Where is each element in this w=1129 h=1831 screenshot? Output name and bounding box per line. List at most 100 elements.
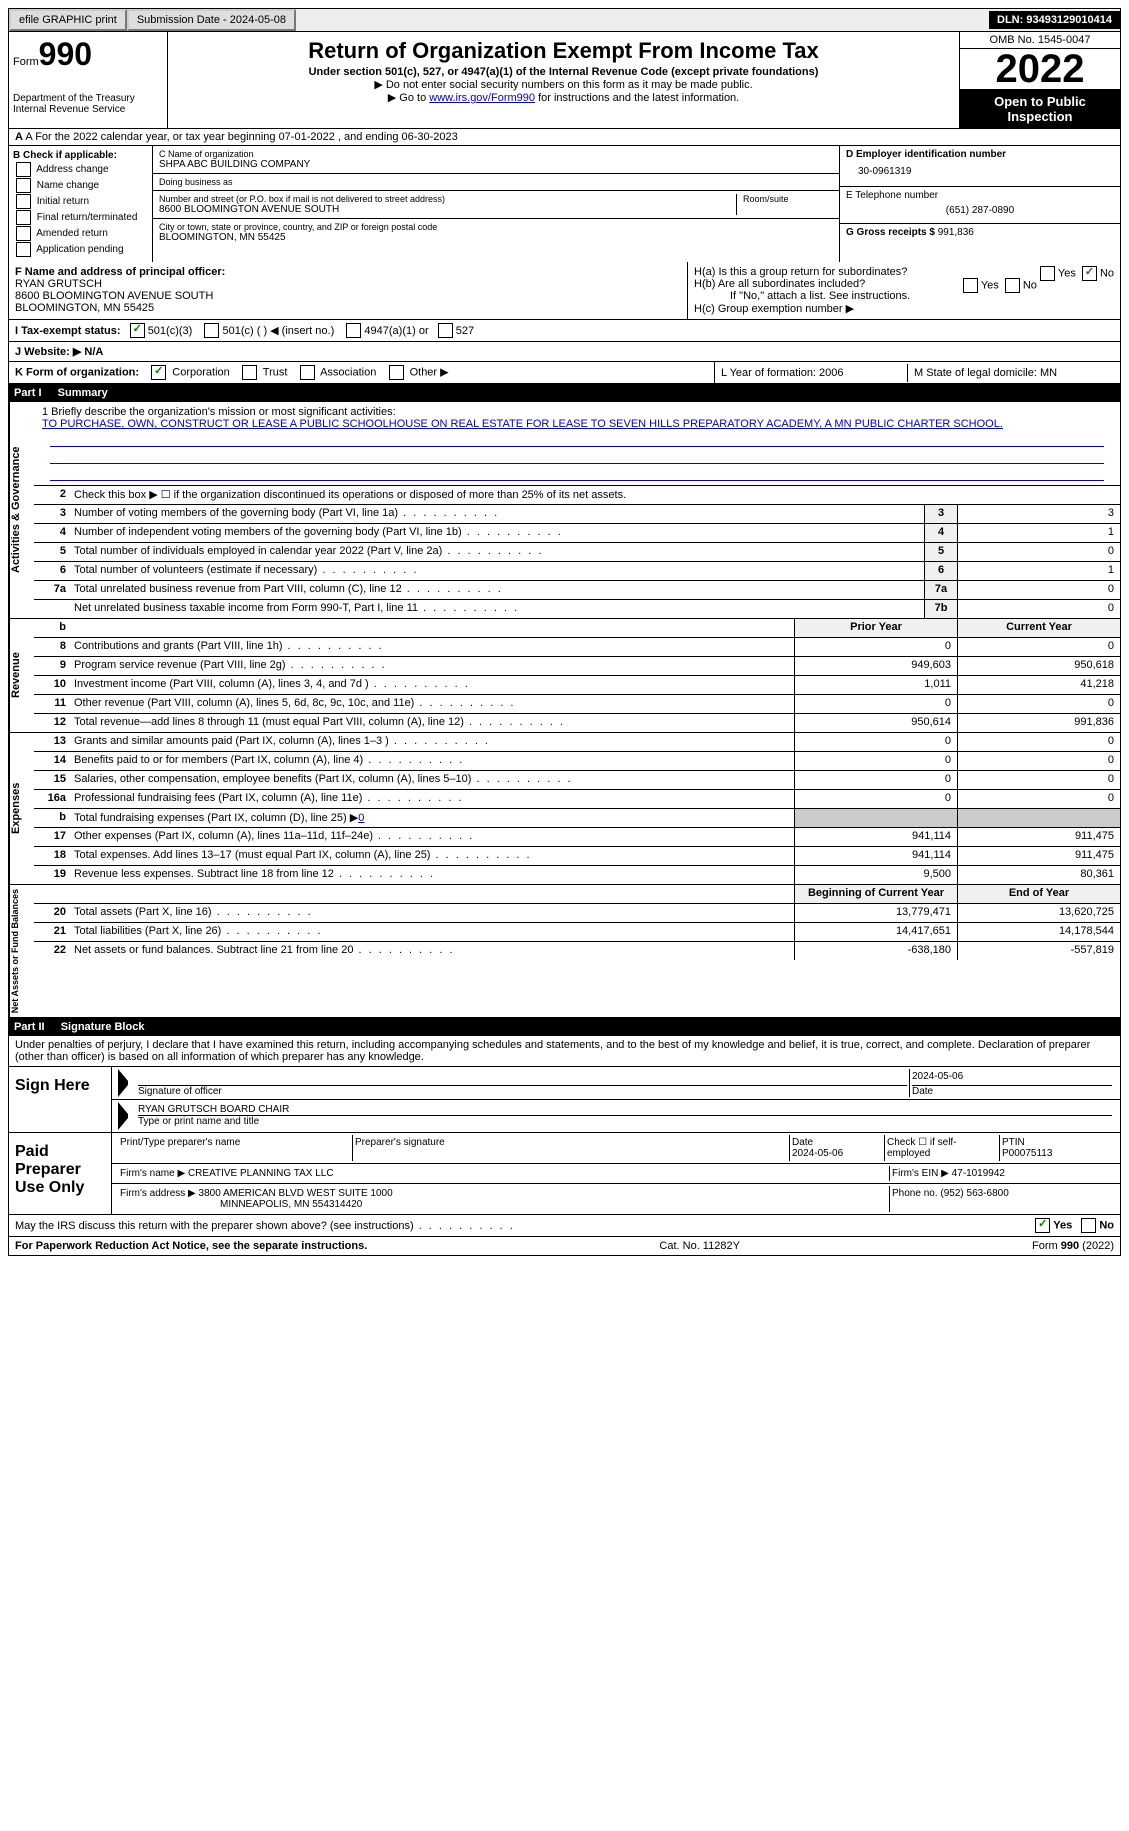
officer-label: F Name and address of principal officer: [15, 266, 681, 278]
expenses-section: Expenses 13 Grants and similar amounts p… [8, 733, 1121, 885]
net-line-21: 21 Total liabilities (Part X, line 26) 1… [34, 923, 1120, 942]
phone-value: (651) 287-0890 [846, 201, 1114, 220]
cb-trust[interactable] [242, 365, 257, 380]
cb-527[interactable] [438, 323, 453, 338]
prep-date: 2024-05-06 [792, 1148, 843, 1159]
exp-line-13: 13 Grants and similar amounts paid (Part… [34, 733, 1120, 752]
bocy-header: Beginning of Current Year [794, 885, 957, 903]
form-header: Form990 Department of the Treasury Inter… [8, 32, 1121, 129]
cb-501c3[interactable] [130, 323, 145, 338]
name-title-label: Type or print name and title [138, 1116, 1112, 1127]
cb-initial-return[interactable]: Initial return [13, 194, 148, 209]
ha-no[interactable] [1082, 266, 1097, 281]
net-assets-section: Net Assets or Fund Balances Beginning of… [8, 885, 1121, 1018]
penalty-text: Under penalties of perjury, I declare th… [8, 1036, 1121, 1067]
firm-addr-label: Firm's address ▶ [120, 1188, 196, 1199]
form-page: Form 990 (2022) [1032, 1240, 1114, 1252]
cb-final-return[interactable]: Final return/terminated [13, 210, 148, 225]
ptin-value: P00075113 [1002, 1148, 1052, 1159]
gov-line-5: 5 Total number of individuals employed i… [34, 543, 1120, 562]
tax-year: 2022 [960, 49, 1120, 90]
org-name: SHPA ABC BUILDING COMPANY [159, 159, 833, 170]
cb-assoc[interactable] [300, 365, 315, 380]
discuss-no[interactable] [1081, 1218, 1096, 1233]
city-label: City or town, state or province, country… [159, 222, 833, 232]
paperwork-notice: For Paperwork Reduction Act Notice, see … [15, 1240, 367, 1252]
firm-phone: (952) 563-6800 [940, 1188, 1008, 1199]
ptin-label: PTIN [1002, 1137, 1025, 1148]
firm-addr1: 3800 AMERICAN BLVD WEST SUITE 1000 [199, 1188, 393, 1199]
sig-arrow-icon [118, 1069, 132, 1097]
exp-line-14: 14 Benefits paid to or for members (Part… [34, 752, 1120, 771]
cb-other[interactable] [389, 365, 404, 380]
cb-4947[interactable] [346, 323, 361, 338]
rev-line-11: 11 Other revenue (Part VIII, column (A),… [34, 695, 1120, 714]
sig-officer-label: Signature of officer [138, 1086, 907, 1097]
eoy-header: End of Year [957, 885, 1120, 903]
sig-arrow-icon-2 [118, 1102, 132, 1130]
discuss-yes[interactable] [1035, 1218, 1050, 1233]
row-k: K Form of organization: Corporation Trus… [8, 362, 1121, 384]
firm-addr2: MINNEAPOLIS, MN 554314420 [120, 1199, 362, 1210]
exp-line-b: b Total fundraising expenses (Part IX, c… [34, 809, 1120, 828]
cb-corp[interactable] [151, 365, 166, 380]
officer-name: RYAN GRUTSCH [15, 278, 681, 290]
ha-yes[interactable] [1040, 266, 1055, 281]
cb-name-change[interactable]: Name change [13, 178, 148, 193]
cb-amended[interactable]: Amended return [13, 226, 148, 241]
submission-date-button[interactable]: Submission Date - 2024-05-08 [127, 9, 296, 31]
mission-label: 1 Briefly describe the organization's mi… [42, 406, 1112, 418]
ein-value: 30-0961319 [846, 160, 1114, 183]
officer-addr1: 8600 BLOOMINGTON AVENUE SOUTH [15, 290, 681, 302]
ha-row: H(a) Is this a group return for subordin… [694, 266, 1114, 278]
gov-line-4: 4 Number of independent voting members o… [34, 524, 1120, 543]
vlabel-expenses: Expenses [9, 733, 34, 884]
footer-row: For Paperwork Reduction Act Notice, see … [8, 1237, 1121, 1256]
sign-here-label: Sign Here [9, 1067, 112, 1132]
irs-link[interactable]: www.irs.gov/Form990 [429, 92, 535, 104]
hb-note: If "No," attach a list. See instructions… [694, 290, 1114, 302]
mission-text: TO PURCHASE, OWN, CONSTRUCT OR LEASE A P… [42, 418, 1112, 430]
prior-year-header: Prior Year [794, 619, 957, 637]
rev-line-10: 10 Investment income (Part VIII, column … [34, 676, 1120, 695]
city-value: BLOOMINGTON, MN 55425 [159, 232, 833, 243]
state-domicile: M State of legal domicile: MN [908, 364, 1120, 382]
dln-label: DLN: 93493129010414 [989, 11, 1120, 29]
addr-value: 8600 BLOOMINGTON AVENUE SOUTH [159, 204, 736, 215]
cat-no: Cat. No. 11282Y [659, 1240, 740, 1252]
form-number: Form990 [13, 36, 163, 73]
firm-ein: 47-1019942 [952, 1168, 1005, 1179]
cb-501c[interactable] [204, 323, 219, 338]
year-formation: L Year of formation: 2006 [715, 364, 908, 382]
firm-name-label: Firm's name ▶ [120, 1168, 185, 1179]
cb-app-pending[interactable]: Application pending [13, 242, 148, 257]
prep-sig-label: Preparer's signature [353, 1135, 790, 1161]
check-self[interactable]: Check ☐ if self-employed [885, 1135, 1000, 1161]
line2-desc: Check this box ▶ ☐ if the organization d… [70, 486, 1120, 504]
exp-line-17: 17 Other expenses (Part IX, column (A), … [34, 828, 1120, 847]
cb-address-change[interactable]: Address change [13, 162, 148, 177]
prep-name-label: Print/Type preparer's name [118, 1135, 353, 1161]
current-year-header: Current Year [957, 619, 1120, 637]
hb-yes[interactable] [963, 278, 978, 293]
vlabel-netassets: Net Assets or Fund Balances [9, 885, 34, 1017]
hb-no[interactable] [1005, 278, 1020, 293]
ein-label: D Employer identification number [846, 149, 1006, 160]
exp-line-19: 19 Revenue less expenses. Subtract line … [34, 866, 1120, 884]
sign-here-section: Sign Here Signature of officer 2024-05-0… [8, 1067, 1121, 1133]
efile-print-button[interactable]: efile GRAPHIC print [9, 9, 127, 31]
dept-label: Department of the Treasury Internal Reve… [13, 93, 163, 115]
revenue-section: Revenue b Prior Year Current Year 8 Cont… [8, 619, 1121, 733]
part-1-header: Part I Summary [8, 384, 1121, 402]
firm-phone-label: Phone no. [892, 1188, 938, 1199]
firm-ein-label: Firm's EIN ▶ [892, 1168, 949, 1179]
gov-line-7a: 7a Total unrelated business revenue from… [34, 581, 1120, 600]
hc-row: H(c) Group exemption number ▶ [694, 302, 1114, 315]
form-title: Return of Organization Exempt From Incom… [172, 38, 955, 64]
gov-line-6: 6 Total number of volunteers (estimate i… [34, 562, 1120, 581]
exp-line-18: 18 Total expenses. Add lines 13–17 (must… [34, 847, 1120, 866]
part-2-header: Part II Signature Block [8, 1018, 1121, 1036]
col-b-checkboxes: B Check if applicable: Address change Na… [9, 146, 153, 262]
vlabel-governance: Activities & Governance [9, 402, 34, 618]
sig-date: 2024-05-06 [912, 1071, 1112, 1086]
